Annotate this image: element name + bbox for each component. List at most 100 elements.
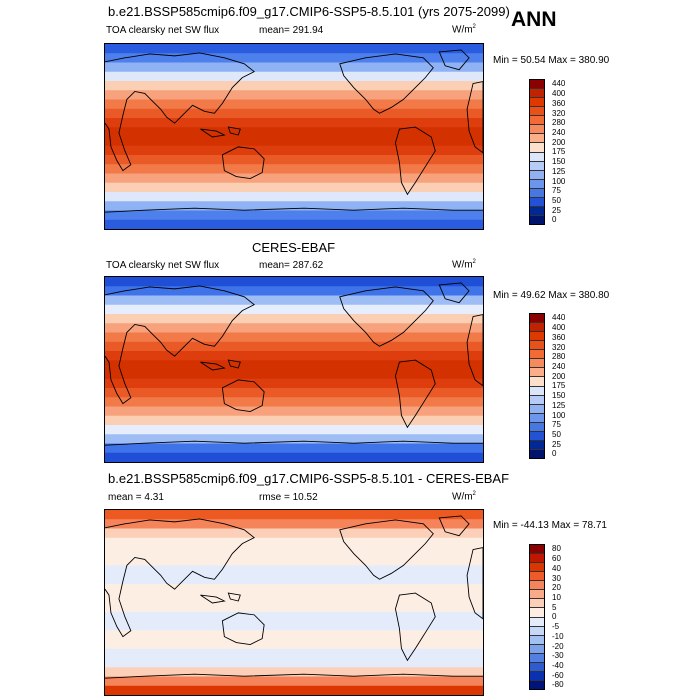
colorbar-tick-label: 40 <box>552 563 561 573</box>
lat-band <box>105 201 483 212</box>
colorbar-tick-label: 100 <box>552 176 566 186</box>
colorbar-tick-label: 320 <box>552 108 566 118</box>
coastline <box>200 128 226 138</box>
colorbar-tick-label: 280 <box>552 118 566 128</box>
colorbar-tick-label: -20 <box>552 641 564 651</box>
lat-band <box>105 574 483 585</box>
coastline <box>395 359 436 429</box>
colorbar-tick-label: 0 <box>552 612 557 622</box>
lat-band <box>105 81 483 91</box>
coastline <box>466 81 483 154</box>
lat-band <box>105 182 483 193</box>
panel2-map <box>104 276 484 463</box>
colorbar-tick-label: 0 <box>552 449 557 459</box>
colorbar-tick-label: 30 <box>552 573 561 583</box>
season-label: ANN <box>511 8 557 31</box>
colorbar-segment <box>530 332 544 342</box>
lat-band <box>105 99 483 110</box>
panel1-title: b.e21.BSSP585cmip6.f09_g17.CMIP6-SSP5-8.… <box>108 4 510 19</box>
panel2-unit: W/m2 <box>452 259 476 271</box>
colorbar-tick-label: 10 <box>552 592 561 602</box>
colorbar-tick-label: -60 <box>552 670 564 680</box>
coastline <box>105 518 256 638</box>
colorbar-segment <box>530 599 544 609</box>
coastline <box>221 379 265 413</box>
lat-band <box>105 378 483 389</box>
lat-band <box>105 118 483 128</box>
lat-band <box>105 519 483 530</box>
colorbar-tick-label: 80 <box>552 544 561 554</box>
panel1-colorbar-ticks: 440 400 360 320 280 240 200 175 150 125 100 75 50 25 0 <box>552 79 565 225</box>
panel3-rmse: rmse = 10.52 <box>259 492 318 503</box>
lat-band <box>105 108 483 119</box>
colorbar-segment <box>530 206 544 216</box>
colorbar-segment <box>530 350 544 360</box>
lat-band <box>105 314 483 324</box>
coastline <box>438 282 470 304</box>
colorbar-segment <box>530 98 544 108</box>
colorbar-segment <box>530 440 544 450</box>
coastline <box>105 207 483 213</box>
panel3-map <box>104 509 484 696</box>
panel2-title: CERES-EBAF <box>252 240 336 255</box>
coastline <box>227 359 241 369</box>
colorbar-segment <box>530 653 544 663</box>
colorbar-segment <box>530 572 544 582</box>
coastline <box>105 673 483 679</box>
colorbar-segment <box>530 563 544 573</box>
lat-band <box>105 406 483 417</box>
colorbar-segment <box>530 359 544 369</box>
coastline <box>200 594 226 604</box>
colorbar-segment <box>530 161 544 171</box>
colorbar-segment <box>530 386 544 396</box>
colorbar-tick-label: 75 <box>552 186 561 196</box>
lat-band <box>105 90 483 101</box>
colorbar-segment <box>530 626 544 636</box>
colorbar-segment <box>530 314 544 324</box>
lat-band <box>105 667 483 678</box>
colorbar-segment <box>530 608 544 618</box>
panel2-variable: TOA clearsky net SW flux <box>106 260 220 271</box>
coastline <box>395 592 436 662</box>
colorbar-tick-label: 240 <box>552 361 566 371</box>
panel1-minmax: Min = 50.54 Max = 380.90 <box>493 55 610 66</box>
coastline <box>227 126 241 136</box>
panel3-mean: mean = 4.31 <box>108 492 164 503</box>
colorbar-tick-label: 150 <box>552 157 566 167</box>
panel2-minmax: Min = 49.62 Max = 380.80 <box>493 290 610 301</box>
colorbar-segment <box>530 143 544 153</box>
colorbar-segment <box>530 188 544 198</box>
lat-band <box>105 136 483 147</box>
lat-band <box>105 219 483 229</box>
colorbar-tick-label: 100 <box>552 410 566 420</box>
lat-band <box>105 304 483 315</box>
colorbar-segment <box>530 671 544 681</box>
panel1-unit: W/m2 <box>452 24 476 36</box>
colorbar-tick-label: 240 <box>552 127 566 137</box>
colorbar-tick-label: 50 <box>552 429 561 439</box>
colorbar-segment <box>530 404 544 414</box>
panel1-colorbar <box>529 79 545 225</box>
colorbar-tick-label: 20 <box>552 583 561 593</box>
colorbar-tick-label: 25 <box>552 205 561 215</box>
lat-band <box>105 685 483 695</box>
colorbar-segment <box>530 197 544 207</box>
colorbar-tick-label: 150 <box>552 391 566 401</box>
lat-band <box>105 658 483 668</box>
lat-band <box>105 565 483 576</box>
panel1-mean: mean= 291.94 <box>259 25 324 36</box>
lat-band <box>105 286 483 297</box>
colorbar-segment <box>530 134 544 144</box>
lat-band <box>105 630 483 641</box>
coastline <box>438 515 470 537</box>
colorbar-segment <box>530 680 544 689</box>
coastline <box>200 361 226 371</box>
lat-band <box>105 537 483 548</box>
coastline <box>221 146 265 180</box>
colorbar-segment <box>530 215 544 224</box>
colorbar-segment <box>530 545 544 555</box>
lat-band <box>105 584 483 594</box>
panel3-title: b.e21.BSSP585cmip6.f09_g17.CMIP6-SSP5-8.… <box>108 471 510 486</box>
lat-band <box>105 547 483 557</box>
colorbar-tick-label: 440 <box>552 313 566 323</box>
